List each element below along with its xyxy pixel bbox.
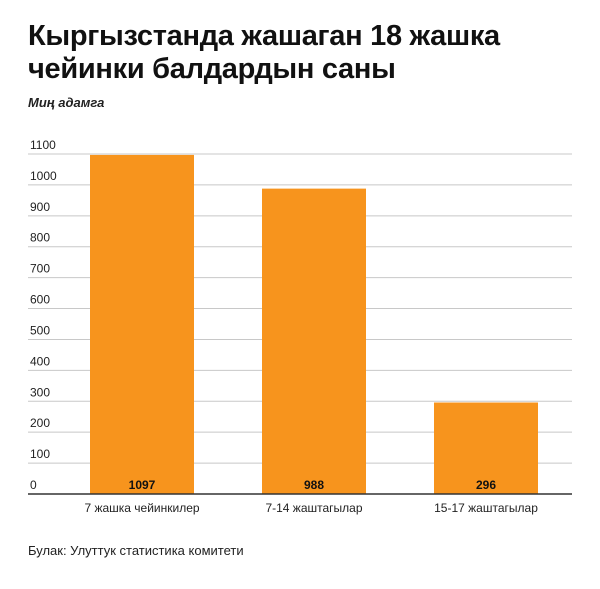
bar xyxy=(90,154,194,494)
x-tick-label: 7-14 жаштагылар xyxy=(265,501,362,515)
y-tick-label: 1100 xyxy=(30,138,56,152)
data-label: 988 xyxy=(304,478,324,492)
unit-label: Миң адамга xyxy=(28,95,105,110)
y-tick-label: 300 xyxy=(30,385,50,399)
y-tick-label: 0 xyxy=(30,478,37,492)
y-tick-label: 200 xyxy=(30,416,50,430)
y-tick-label: 800 xyxy=(30,231,50,245)
y-tick-label: 400 xyxy=(30,354,50,368)
chart-title: Кыргызстанда жашаган 18 жашка чейинки ба… xyxy=(28,20,500,85)
y-tick-label: 100 xyxy=(30,447,50,461)
bar-chart: 0 100 200 300 400 500 600 700 800 900 1000 1100 1097… xyxy=(28,138,572,515)
y-tick-label: 900 xyxy=(30,200,50,214)
x-tick-label: 15-17 жаштагылар xyxy=(434,501,538,515)
x-tick-label: 7 жашка чейинкилер xyxy=(84,501,199,515)
y-tick-label: 500 xyxy=(30,323,50,337)
data-label: 296 xyxy=(476,478,496,492)
source-note: Булак: Улуттук статистика комитети xyxy=(28,543,244,558)
y-tick-label: 1000 xyxy=(30,169,57,183)
y-tick-label: 700 xyxy=(30,262,50,276)
bar xyxy=(262,188,366,495)
y-tick-label: 600 xyxy=(30,293,50,307)
bar xyxy=(434,402,538,494)
data-label: 1097 xyxy=(129,478,156,492)
